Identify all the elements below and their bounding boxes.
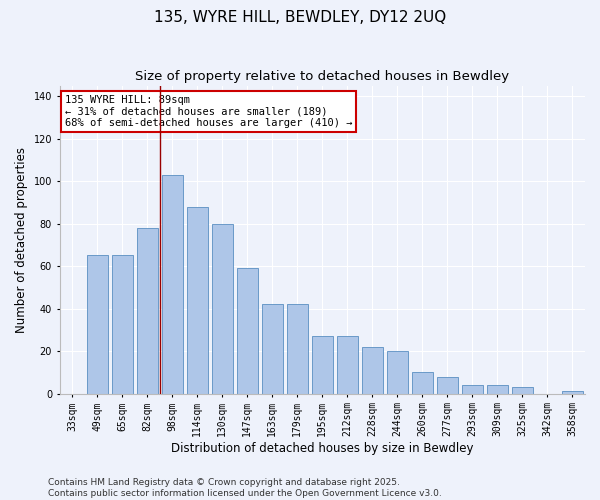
Bar bbox=[161, 175, 183, 394]
Bar bbox=[337, 336, 358, 394]
Bar bbox=[86, 256, 108, 394]
Bar bbox=[137, 228, 158, 394]
Bar bbox=[212, 224, 233, 394]
Bar bbox=[262, 304, 283, 394]
Bar bbox=[236, 268, 258, 394]
Bar bbox=[487, 385, 508, 394]
Text: 135, WYRE HILL, BEWDLEY, DY12 2UQ: 135, WYRE HILL, BEWDLEY, DY12 2UQ bbox=[154, 10, 446, 25]
Bar bbox=[312, 336, 333, 394]
Bar bbox=[112, 256, 133, 394]
Bar bbox=[512, 387, 533, 394]
Bar bbox=[362, 347, 383, 394]
Bar bbox=[287, 304, 308, 394]
Title: Size of property relative to detached houses in Bewdley: Size of property relative to detached ho… bbox=[135, 70, 509, 83]
Bar bbox=[562, 392, 583, 394]
Text: 135 WYRE HILL: 89sqm
← 31% of detached houses are smaller (189)
68% of semi-deta: 135 WYRE HILL: 89sqm ← 31% of detached h… bbox=[65, 95, 352, 128]
Text: Contains HM Land Registry data © Crown copyright and database right 2025.
Contai: Contains HM Land Registry data © Crown c… bbox=[48, 478, 442, 498]
Bar bbox=[387, 351, 408, 394]
Bar bbox=[187, 206, 208, 394]
Bar bbox=[462, 385, 483, 394]
Y-axis label: Number of detached properties: Number of detached properties bbox=[15, 146, 28, 332]
Bar bbox=[437, 376, 458, 394]
X-axis label: Distribution of detached houses by size in Bewdley: Distribution of detached houses by size … bbox=[171, 442, 473, 455]
Bar bbox=[412, 372, 433, 394]
